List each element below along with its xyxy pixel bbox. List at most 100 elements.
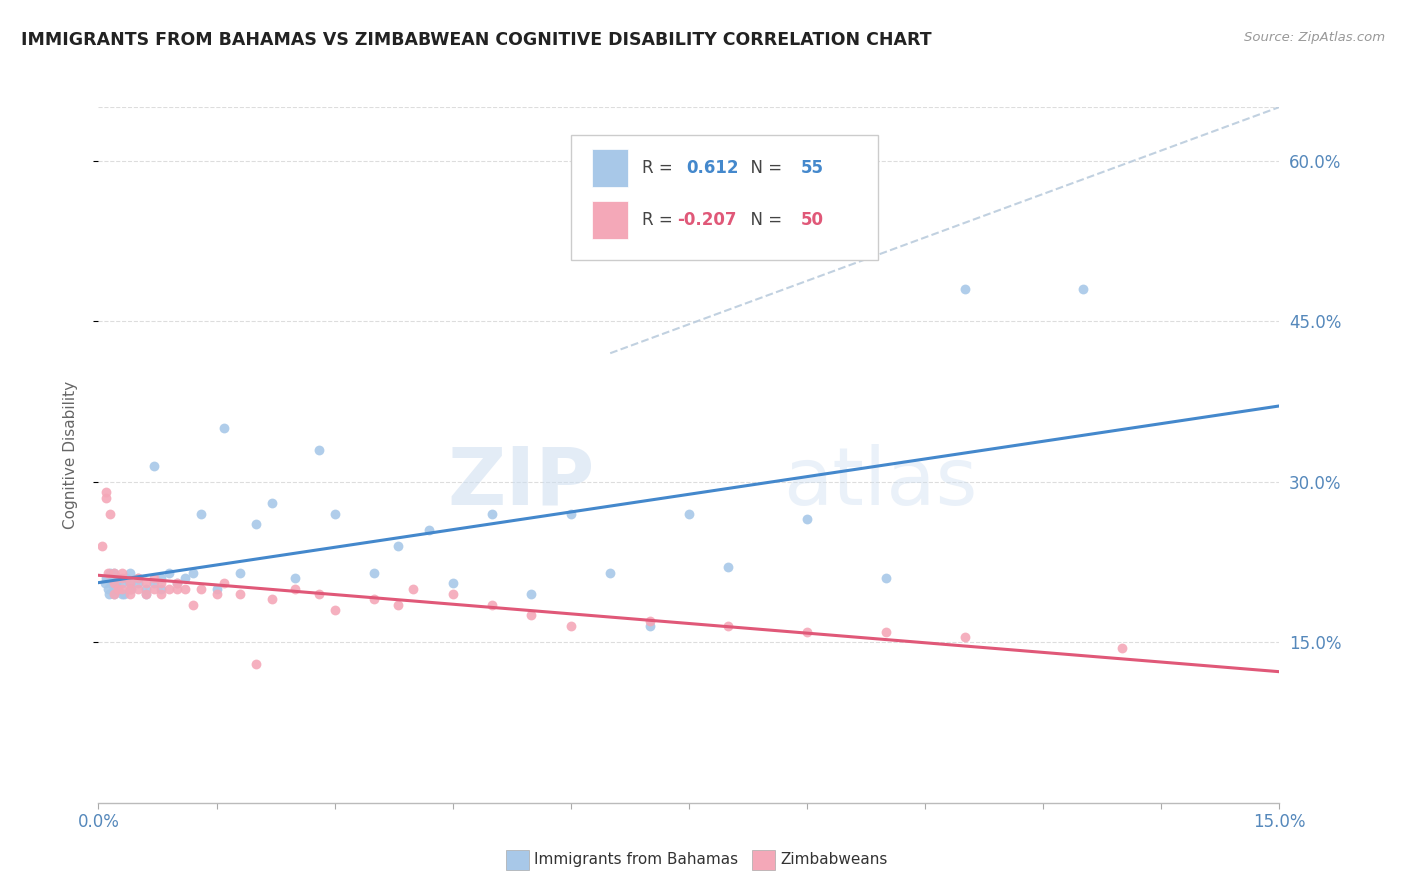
Point xyxy=(103,587,125,601)
Text: R =: R = xyxy=(641,211,678,229)
Point xyxy=(150,582,173,596)
Bar xyxy=(592,149,627,187)
Point xyxy=(520,608,543,623)
Point xyxy=(387,539,409,553)
Point xyxy=(260,592,283,607)
Point xyxy=(1071,282,1094,296)
Text: R =: R = xyxy=(641,159,678,177)
Point xyxy=(481,598,503,612)
Point xyxy=(157,582,180,596)
Point xyxy=(107,571,129,585)
Point xyxy=(96,571,118,585)
Point xyxy=(323,507,346,521)
Point xyxy=(875,624,897,639)
Point xyxy=(93,576,115,591)
Y-axis label: Cognitive Disability: Cognitive Disability xyxy=(63,381,77,529)
Point xyxy=(174,582,197,596)
Point xyxy=(441,587,464,601)
Point xyxy=(100,576,122,591)
Point xyxy=(560,507,582,521)
Point xyxy=(142,576,165,591)
Point xyxy=(166,576,188,591)
Point xyxy=(118,582,141,596)
Text: Zimbabweans: Zimbabweans xyxy=(780,853,887,867)
Point xyxy=(111,571,134,585)
Point xyxy=(142,582,165,596)
Point xyxy=(1111,640,1133,655)
Point xyxy=(678,507,700,521)
Point xyxy=(260,496,283,510)
Text: IMMIGRANTS FROM BAHAMAS VS ZIMBABWEAN COGNITIVE DISABILITY CORRELATION CHART: IMMIGRANTS FROM BAHAMAS VS ZIMBABWEAN CO… xyxy=(21,31,932,49)
Point xyxy=(98,566,121,580)
Point xyxy=(103,566,125,580)
Point xyxy=(91,539,114,553)
Point xyxy=(796,624,818,639)
Point xyxy=(142,571,165,585)
Point xyxy=(441,576,464,591)
Point xyxy=(150,571,173,585)
Point xyxy=(97,566,120,580)
Point xyxy=(111,566,134,580)
Point xyxy=(142,458,165,473)
Bar xyxy=(592,201,627,239)
Point xyxy=(363,592,385,607)
Point xyxy=(135,587,157,601)
Point xyxy=(118,587,141,601)
Text: N =: N = xyxy=(740,211,787,229)
Point xyxy=(111,576,134,591)
Point xyxy=(121,582,143,596)
Point xyxy=(157,566,180,580)
Text: 0.612: 0.612 xyxy=(686,159,740,177)
Point xyxy=(127,576,149,591)
Point xyxy=(190,582,212,596)
Point xyxy=(308,442,330,457)
Text: N =: N = xyxy=(740,159,787,177)
Point xyxy=(599,566,621,580)
Text: atlas: atlas xyxy=(783,443,977,522)
Point xyxy=(387,598,409,612)
Point xyxy=(214,576,236,591)
Point xyxy=(953,630,976,644)
Point xyxy=(418,523,440,537)
Point xyxy=(520,587,543,601)
Point xyxy=(875,571,897,585)
Point xyxy=(127,571,149,585)
Point xyxy=(97,582,120,596)
Point xyxy=(284,582,307,596)
Point xyxy=(127,582,149,596)
Bar xyxy=(571,135,877,260)
Point xyxy=(638,619,661,633)
Point xyxy=(245,517,267,532)
Point xyxy=(127,571,149,585)
Point xyxy=(118,566,141,580)
Point xyxy=(181,598,204,612)
Point xyxy=(363,566,385,580)
Point xyxy=(118,576,141,591)
Point xyxy=(150,576,173,591)
Point xyxy=(104,576,127,591)
Point xyxy=(118,576,141,591)
Point xyxy=(796,512,818,526)
Point xyxy=(111,587,134,601)
Text: 50: 50 xyxy=(801,211,824,229)
Text: Source: ZipAtlas.com: Source: ZipAtlas.com xyxy=(1244,31,1385,45)
Text: ZIP: ZIP xyxy=(447,443,595,522)
Point xyxy=(103,587,125,601)
Point xyxy=(560,619,582,633)
Point xyxy=(166,582,188,596)
Point xyxy=(214,421,236,435)
Text: -0.207: -0.207 xyxy=(678,211,737,229)
Point xyxy=(112,587,135,601)
Point xyxy=(135,576,157,591)
Point xyxy=(150,587,173,601)
Point xyxy=(101,571,124,585)
Point xyxy=(181,566,204,580)
Point xyxy=(166,576,188,591)
Point xyxy=(103,576,125,591)
Text: Immigrants from Bahamas: Immigrants from Bahamas xyxy=(534,853,738,867)
Point xyxy=(717,619,740,633)
Point xyxy=(115,571,138,585)
Point xyxy=(205,587,228,601)
Point xyxy=(111,582,134,596)
Point xyxy=(103,566,125,580)
